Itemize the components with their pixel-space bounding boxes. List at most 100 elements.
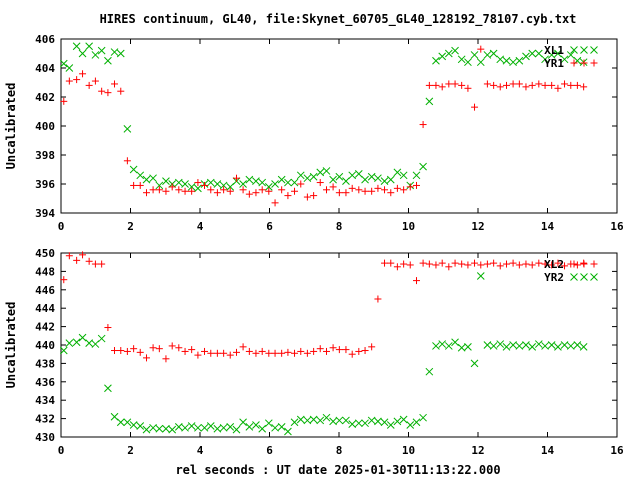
bottom-series-yr2-point <box>104 384 112 393</box>
top-series-xl1-point <box>110 48 119 56</box>
bottom-series-xl2-point <box>188 346 196 354</box>
bottom-series-xl2-point <box>515 261 523 269</box>
top-series-yr1-point <box>284 192 292 200</box>
top-series-xl1-point <box>335 172 344 181</box>
bottom-series-xl2-point <box>573 261 581 269</box>
top-series-yr1-point <box>117 87 125 95</box>
top-series-xl1-point <box>194 184 202 193</box>
bottom-series-yr2-point <box>206 422 215 430</box>
top-series-xl1-point <box>149 174 157 183</box>
bottom-series-yr2-point <box>136 422 145 430</box>
top-series-yr1-point <box>278 186 286 194</box>
bottom-series-yr2-point <box>245 423 254 431</box>
bottom-x-tick-label: 0 <box>58 444 65 457</box>
top-legend-marker-yr1 <box>570 59 598 67</box>
bottom-series-xl2-point <box>245 347 253 355</box>
top-series-xl1-point <box>489 49 498 58</box>
bottom-series-xl2-point <box>168 342 176 350</box>
top-series-yr1-point <box>496 83 504 91</box>
bottom-series-yr2-point <box>303 416 312 425</box>
top-series-xl1-point <box>85 42 94 51</box>
bottom-series-xl2-point <box>316 345 324 353</box>
top-panel: Uncalibrated 0 2 4 6 8 10 12 14 16 394 396 398 400 40… <box>4 33 624 233</box>
bottom-series-yr2-point <box>386 421 395 429</box>
bottom-series-yr2-point <box>181 423 189 432</box>
top-series-yr1-point <box>400 186 408 194</box>
top-series-xl1-point <box>348 171 357 180</box>
top-series-yr1-point <box>79 70 87 78</box>
top-series-yr1-point <box>368 187 376 195</box>
bottom-series-yr2-point <box>149 423 157 432</box>
top-series-yr1-point <box>252 189 260 197</box>
bottom-series-xl2-point <box>220 349 228 357</box>
bottom-legend-label-yr2: YR2 <box>544 271 564 284</box>
bottom-series-yr2-point <box>579 342 588 351</box>
top-series-xl1-point <box>296 171 305 180</box>
top-series-xl1-point <box>470 51 479 59</box>
top-series-xl1-point <box>528 49 537 58</box>
top-x-tick-label: 8 <box>336 220 343 233</box>
top-series-xl1-point <box>419 162 427 171</box>
bottom-series-yr2-point <box>554 342 562 351</box>
top-series-yr1-point <box>310 192 318 200</box>
bottom-series-yr2-point <box>258 424 267 433</box>
bottom-series-xl2-point <box>136 348 144 356</box>
top-series-yr1-point <box>412 181 420 189</box>
top-series-xl1-point <box>367 172 376 181</box>
top-series-xl1-point <box>271 180 279 188</box>
top-series-yr1-point <box>85 81 93 89</box>
top-series-yr1-point <box>425 81 433 89</box>
top-series-yr1-point <box>348 184 356 192</box>
top-series-xl1-point <box>515 56 524 65</box>
top-series-yr1-point <box>201 181 209 189</box>
top-series-xl1-point <box>219 181 228 190</box>
bottom-series-yr2-point <box>354 419 363 428</box>
bottom-series-yr2-point <box>219 423 228 432</box>
bottom-series-yr2-point <box>451 338 459 347</box>
bottom-x-tick-label: 6 <box>266 444 273 457</box>
top-legend-marker-xl1 <box>570 46 598 54</box>
top-series-xl1-point <box>432 56 440 65</box>
bottom-series-yr2-point <box>194 423 202 432</box>
bottom-legend-marker-yr2 <box>570 273 598 281</box>
bottom-series-xl2-point <box>201 347 209 355</box>
top-series-xl1-point <box>97 46 106 55</box>
bottom-series-xl2-point <box>142 354 150 362</box>
top-series-xl1-point <box>290 178 299 187</box>
bottom-y-tick-label: 448 <box>35 265 55 278</box>
top-series-xl1-point <box>522 52 530 61</box>
bottom-series-yr2-point <box>444 342 453 350</box>
top-series-yr1-point <box>245 190 253 198</box>
bottom-series-yr2-point <box>97 334 106 343</box>
bottom-series-yr2-point <box>91 340 100 348</box>
bottom-series-xl2-point <box>232 348 240 356</box>
bottom-series-yr2-point <box>200 423 209 432</box>
bottom-series-yr2-point <box>438 340 447 348</box>
bottom-series-xl2-point <box>265 349 273 357</box>
top-series-xl1-point <box>129 165 138 174</box>
top-series-xl1-point <box>142 175 151 184</box>
top-x-tick-label: 12 <box>471 220 484 233</box>
bottom-series-xl2-point <box>104 324 112 332</box>
bottom-series-xl2-point <box>303 349 311 357</box>
top-series-yr1-point <box>381 186 389 194</box>
top-x-tick-label: 2 <box>127 220 134 233</box>
bottom-series-yr2-point <box>399 415 408 424</box>
bottom-series-xl2-point <box>425 260 433 268</box>
top-series-yr1-point <box>342 189 350 197</box>
bottom-series-xl2-point <box>541 260 549 268</box>
bottom-series-yr2-point <box>528 342 537 351</box>
top-series-yr1-point <box>335 189 343 197</box>
bottom-series-xl2-point <box>155 345 163 353</box>
top-series-yr1-point <box>213 189 221 197</box>
top-y-tick-label: 404 <box>35 62 55 75</box>
bottom-series-yr2-point <box>116 418 125 427</box>
top-series-yr1-point <box>303 193 311 201</box>
top-series-xl1-point <box>123 125 132 133</box>
top-series-xl1-point <box>78 49 87 58</box>
bottom-series-xl2-point <box>60 276 68 284</box>
top-series-xl1-point <box>386 175 395 184</box>
top-series-yr1-point <box>104 89 112 97</box>
top-series-xl1-point <box>72 42 81 51</box>
bottom-series-yr2-point <box>129 421 138 429</box>
